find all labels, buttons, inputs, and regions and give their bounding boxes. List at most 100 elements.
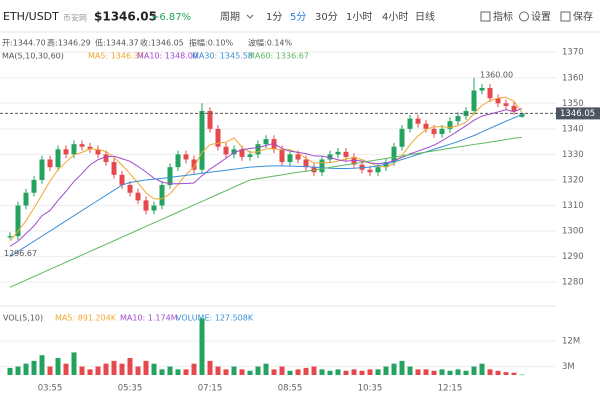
volume-bar bbox=[191, 363, 197, 375]
volume-bar bbox=[431, 370, 437, 375]
candle-body bbox=[375, 167, 381, 173]
candle-body bbox=[335, 151, 341, 155]
volume-bar bbox=[167, 366, 173, 375]
volume-bar bbox=[111, 360, 117, 375]
volume-bar bbox=[455, 369, 461, 375]
volume-bar bbox=[463, 370, 469, 375]
volume-bar bbox=[447, 370, 453, 375]
volume-bar bbox=[231, 366, 237, 375]
interval-button[interactable]: 1小时 bbox=[346, 11, 372, 23]
candle-body bbox=[263, 139, 269, 145]
volume-bar bbox=[223, 369, 229, 375]
ohlc-label: 低:1344.37 bbox=[95, 38, 139, 48]
candle-body bbox=[119, 174, 125, 186]
ohlc-label: 振幅:0.10% bbox=[189, 38, 234, 48]
volume-bar bbox=[399, 360, 405, 375]
ma-title: MA(5,10,30,60) bbox=[2, 52, 64, 61]
volume-bar bbox=[367, 369, 373, 375]
volume-bar bbox=[175, 369, 181, 375]
candle-body bbox=[31, 179, 37, 193]
volume-bar bbox=[119, 363, 125, 375]
interval-button[interactable]: 4小时 bbox=[382, 11, 408, 23]
legend-entry: MA5: 1346.37 bbox=[88, 52, 144, 61]
volume-bar bbox=[495, 370, 501, 375]
ma-line bbox=[9, 107, 523, 247]
candle-body bbox=[199, 110, 205, 170]
candle-body bbox=[471, 90, 477, 111]
candle-body bbox=[159, 185, 165, 206]
volume-bar bbox=[383, 366, 389, 375]
volume-bar bbox=[151, 363, 157, 375]
volume-bar bbox=[87, 369, 93, 375]
legend-entry: VOLUME: 127.508K bbox=[176, 314, 254, 323]
candle-body bbox=[295, 154, 301, 160]
volume-bar bbox=[39, 355, 45, 375]
volume-bar bbox=[71, 352, 77, 375]
tool-button[interactable]: 设置 bbox=[531, 11, 551, 23]
candle-body bbox=[7, 236, 13, 238]
candle-body bbox=[55, 149, 61, 168]
volume-title: VOL(5,10) bbox=[3, 314, 43, 323]
candle-body bbox=[487, 87, 493, 99]
candle-body bbox=[23, 192, 29, 206]
candle-body bbox=[279, 149, 285, 163]
legend-entry: MA5: 891.204K bbox=[55, 314, 117, 323]
candle-body bbox=[415, 118, 421, 124]
candle-body bbox=[111, 162, 117, 175]
interval-button[interactable]: 1分 bbox=[266, 11, 282, 23]
candle-body bbox=[399, 128, 405, 147]
y-tick-label: 1290 bbox=[562, 252, 584, 262]
volume-bar bbox=[127, 358, 133, 375]
volume-bar bbox=[479, 363, 485, 375]
volume-bar bbox=[15, 366, 21, 375]
y-tick-label: 1310 bbox=[562, 201, 584, 211]
candle-body bbox=[327, 154, 333, 160]
volume-bar bbox=[407, 366, 413, 375]
candle-body bbox=[151, 205, 157, 211]
volume-bar bbox=[95, 366, 101, 375]
interval-button[interactable]: 30分 bbox=[315, 11, 338, 23]
volume-bar bbox=[47, 366, 53, 375]
volume-bar bbox=[327, 370, 333, 375]
y-tick-label: 1360 bbox=[562, 73, 584, 83]
volume-bar bbox=[159, 369, 165, 375]
interval-button[interactable]: 5分 bbox=[290, 11, 306, 23]
candle-body bbox=[255, 144, 261, 155]
interval-button[interactable]: 日线 bbox=[415, 10, 435, 23]
tool-button[interactable]: 保存 bbox=[573, 10, 593, 23]
ohlc-label: 波幅:0.14% bbox=[248, 38, 293, 48]
candle-body bbox=[343, 151, 349, 157]
period-menu[interactable]: 周期 bbox=[220, 11, 240, 23]
annotation: 1296.67 bbox=[4, 249, 37, 258]
candle-body bbox=[455, 116, 461, 122]
last-price-label: 1346.05 bbox=[560, 109, 595, 119]
candle-body bbox=[271, 139, 277, 150]
volume-bar bbox=[487, 369, 493, 375]
candle-body bbox=[247, 154, 253, 157]
candle-body bbox=[223, 146, 229, 155]
volume-bar bbox=[375, 369, 381, 375]
volume-bar bbox=[503, 372, 509, 375]
candle-body bbox=[183, 154, 189, 160]
volume-bar bbox=[215, 366, 221, 375]
candle-body bbox=[15, 205, 21, 237]
y-tick-label: 1340 bbox=[562, 124, 584, 134]
tool-button[interactable]: 指标 bbox=[493, 10, 513, 23]
indicator-icon bbox=[480, 11, 491, 22]
candle-body bbox=[511, 105, 517, 111]
candle-body bbox=[127, 185, 133, 193]
candle-body bbox=[287, 154, 293, 163]
volume-bar bbox=[135, 366, 141, 375]
x-tick-label: 12:15 bbox=[438, 384, 463, 394]
y-tick-label: 1330 bbox=[562, 150, 584, 160]
last-price-tag bbox=[556, 107, 600, 120]
candle-body bbox=[359, 164, 365, 170]
candle-body bbox=[351, 156, 357, 165]
ma-line bbox=[9, 96, 523, 242]
ma-line bbox=[9, 136, 523, 288]
save-icon bbox=[560, 11, 571, 22]
volume-bar bbox=[31, 360, 37, 375]
x-tick-label: 08:55 bbox=[278, 384, 303, 394]
candle-body bbox=[63, 149, 69, 155]
volume-bar bbox=[183, 369, 189, 375]
